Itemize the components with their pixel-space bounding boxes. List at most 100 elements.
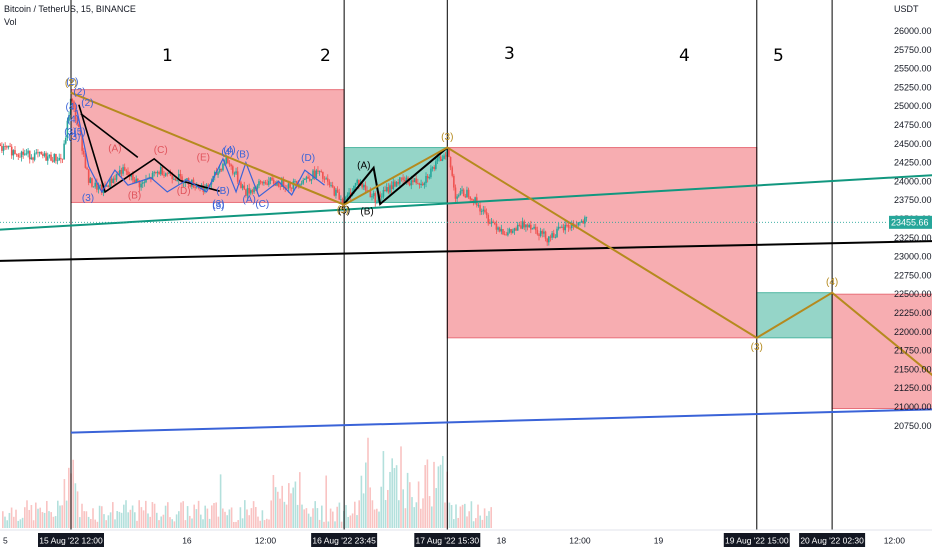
volume-bar [138, 500, 140, 528]
price-tick: 21500.00 [894, 364, 932, 374]
candle-body [19, 156, 21, 158]
candle-body [526, 224, 529, 228]
candle-body [259, 181, 262, 183]
candle-body [559, 226, 562, 228]
candle-body [87, 169, 90, 183]
volume-bar [332, 511, 334, 528]
candle-body [281, 179, 283, 187]
volume-bar [217, 516, 220, 528]
candle-body [356, 179, 359, 184]
volume-bar [4, 516, 6, 528]
volume-bar [21, 517, 24, 528]
volume-bar [428, 496, 431, 528]
candle-body [133, 180, 136, 184]
candle-body [439, 156, 442, 161]
candle-body [412, 180, 414, 183]
volume-bar [96, 521, 99, 528]
volume-bar [24, 507, 26, 528]
candle-body [58, 157, 61, 161]
volume-bar [442, 455, 444, 528]
time-tick: 12:00 [884, 536, 906, 546]
candle-body [335, 189, 337, 196]
price-tick: 24750.00 [894, 120, 932, 130]
time-highlight-label: 17 Aug '22 15:30 [416, 536, 480, 546]
candle-body [358, 179, 360, 186]
candle-body [330, 185, 332, 186]
subwave-label: (3) [68, 132, 80, 143]
volume-bar [318, 519, 321, 528]
candle-body [425, 176, 427, 184]
candle-body [4, 146, 6, 147]
volume-bar [129, 509, 132, 528]
candle-body [498, 227, 501, 232]
subwave-path-blue [76, 109, 325, 198]
candle-body [361, 183, 363, 188]
candle-body [566, 224, 568, 226]
candle-body [73, 101, 75, 108]
candle-body [164, 173, 167, 176]
volume-bar [158, 520, 160, 528]
candle-body [385, 187, 388, 192]
volume-bar [466, 516, 468, 528]
volume-bar [244, 500, 246, 528]
volume-bar [72, 459, 74, 528]
candle-body [436, 158, 439, 162]
subwave-label: (4) [66, 102, 78, 113]
wave-boxes [70, 89, 932, 410]
candle-body [394, 181, 396, 187]
candle-body [161, 166, 164, 176]
candle-body [484, 209, 486, 213]
volume-bar [338, 502, 341, 528]
volume-bar [277, 491, 279, 528]
volume-bar [360, 475, 363, 528]
candle-body [138, 181, 141, 188]
candle-body [397, 181, 399, 184]
candle-body [94, 182, 97, 187]
candle-body [30, 157, 33, 160]
candle-body [489, 223, 491, 225]
volume-bar [281, 485, 283, 528]
candle-body [217, 172, 219, 175]
price-tick: 25750.00 [894, 45, 932, 55]
candle-body [115, 173, 118, 180]
candle-body [485, 212, 488, 215]
candle-body [236, 171, 239, 182]
candle-body [89, 178, 92, 183]
subwave-label: (B) [236, 149, 249, 160]
volume-bar [312, 508, 314, 528]
volume-bar [417, 481, 420, 528]
candle-body [215, 172, 218, 175]
volume-bar [468, 511, 470, 528]
candle-body [567, 225, 570, 228]
volume-bar [109, 512, 112, 528]
time-tick: 12:00 [569, 536, 591, 546]
volume-bar [17, 520, 19, 528]
wave-number-1: 1 [162, 46, 173, 66]
time-axis[interactable]: 5 15 Aug '22 12:00 16 12:00 16 Aug '22 23:45… [0, 529, 932, 547]
candle-body [428, 177, 431, 179]
volume-bar [424, 465, 426, 528]
volume-bar [175, 514, 178, 528]
volume-bar [437, 466, 440, 528]
volume-bar [329, 508, 332, 528]
candle-body [562, 226, 565, 231]
candle-body [372, 193, 375, 197]
subwave-label: (B) [128, 191, 141, 202]
volume-bar [8, 512, 11, 528]
volume-bar [28, 509, 30, 528]
volume-bar [285, 504, 288, 528]
candle-body [1, 146, 3, 151]
volume-bar [327, 521, 330, 528]
candle-body [74, 107, 77, 120]
volume-bar [378, 511, 380, 528]
candle-body [387, 187, 390, 193]
candle-body [42, 154, 44, 156]
volume-bar [316, 508, 319, 528]
candle-body [569, 227, 571, 229]
volume-bar [321, 505, 323, 528]
volume-bar [354, 501, 356, 528]
subwave-label: (4) [67, 115, 79, 126]
volume-bar [290, 493, 292, 528]
candle-body [299, 184, 301, 187]
